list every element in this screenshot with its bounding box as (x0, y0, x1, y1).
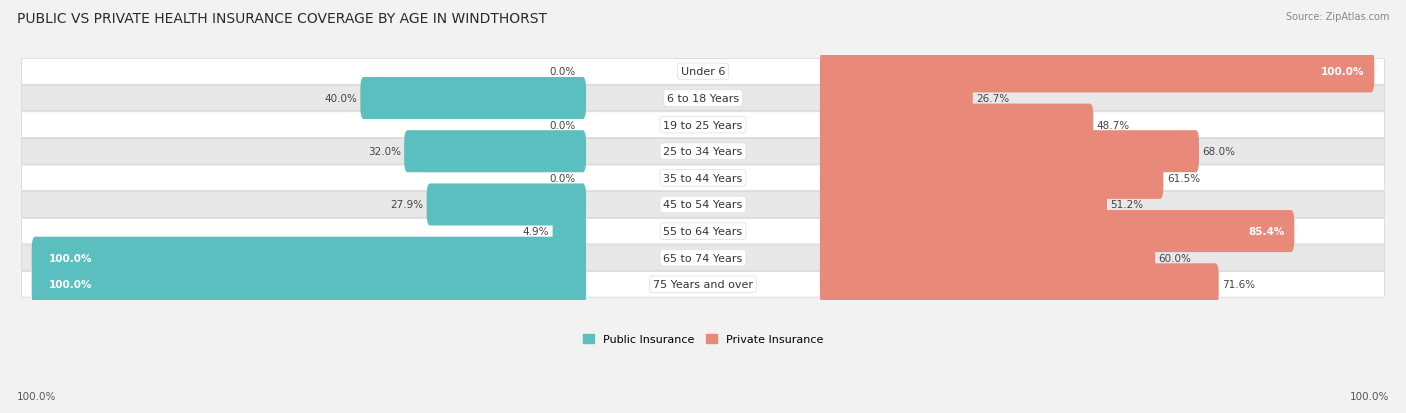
FancyBboxPatch shape (32, 263, 586, 306)
Text: 27.9%: 27.9% (389, 200, 423, 210)
Text: 100.0%: 100.0% (48, 253, 91, 263)
Text: 51.2%: 51.2% (1111, 200, 1143, 210)
FancyBboxPatch shape (32, 237, 586, 279)
FancyBboxPatch shape (820, 263, 1219, 306)
FancyBboxPatch shape (820, 211, 1295, 252)
FancyBboxPatch shape (21, 59, 1385, 85)
Text: 6 to 18 Years: 6 to 18 Years (666, 94, 740, 104)
FancyBboxPatch shape (404, 131, 586, 173)
Text: 55 to 64 Years: 55 to 64 Years (664, 227, 742, 237)
FancyBboxPatch shape (21, 245, 1385, 271)
Legend: Public Insurance, Private Insurance: Public Insurance, Private Insurance (579, 330, 827, 349)
Text: 35 to 44 Years: 35 to 44 Years (664, 173, 742, 183)
FancyBboxPatch shape (553, 211, 586, 252)
FancyBboxPatch shape (820, 237, 1156, 279)
Text: 19 to 25 Years: 19 to 25 Years (664, 120, 742, 130)
Text: 100.0%: 100.0% (17, 391, 56, 401)
Text: PUBLIC VS PRIVATE HEALTH INSURANCE COVERAGE BY AGE IN WINDTHORST: PUBLIC VS PRIVATE HEALTH INSURANCE COVER… (17, 12, 547, 26)
FancyBboxPatch shape (21, 166, 1385, 191)
Text: 71.6%: 71.6% (1222, 280, 1256, 290)
Text: 100.0%: 100.0% (48, 280, 91, 290)
FancyBboxPatch shape (820, 104, 1094, 146)
FancyBboxPatch shape (820, 184, 1107, 226)
FancyBboxPatch shape (21, 139, 1385, 165)
FancyBboxPatch shape (820, 157, 1163, 199)
Text: 68.0%: 68.0% (1202, 147, 1236, 157)
FancyBboxPatch shape (426, 184, 586, 226)
FancyBboxPatch shape (21, 219, 1385, 244)
Text: 40.0%: 40.0% (325, 94, 357, 104)
Text: 45 to 54 Years: 45 to 54 Years (664, 200, 742, 210)
Text: 75 Years and over: 75 Years and over (652, 280, 754, 290)
FancyBboxPatch shape (21, 272, 1385, 297)
FancyBboxPatch shape (360, 78, 586, 120)
FancyBboxPatch shape (21, 113, 1385, 138)
FancyBboxPatch shape (820, 131, 1199, 173)
Text: 32.0%: 32.0% (368, 147, 401, 157)
Text: 4.9%: 4.9% (523, 227, 550, 237)
Text: 0.0%: 0.0% (550, 120, 576, 130)
Text: 100.0%: 100.0% (1320, 67, 1364, 77)
FancyBboxPatch shape (21, 86, 1385, 112)
Text: 26.7%: 26.7% (976, 94, 1010, 104)
Text: 0.0%: 0.0% (550, 173, 576, 183)
Text: 65 to 74 Years: 65 to 74 Years (664, 253, 742, 263)
Text: 25 to 34 Years: 25 to 34 Years (664, 147, 742, 157)
Text: 60.0%: 60.0% (1159, 253, 1191, 263)
Text: Source: ZipAtlas.com: Source: ZipAtlas.com (1285, 12, 1389, 22)
Text: Under 6: Under 6 (681, 67, 725, 77)
Text: 61.5%: 61.5% (1167, 173, 1199, 183)
FancyBboxPatch shape (21, 192, 1385, 218)
FancyBboxPatch shape (820, 78, 973, 120)
Text: 0.0%: 0.0% (550, 67, 576, 77)
Text: 85.4%: 85.4% (1249, 227, 1284, 237)
Text: 100.0%: 100.0% (1350, 391, 1389, 401)
FancyBboxPatch shape (820, 51, 1374, 93)
Text: 48.7%: 48.7% (1097, 120, 1130, 130)
